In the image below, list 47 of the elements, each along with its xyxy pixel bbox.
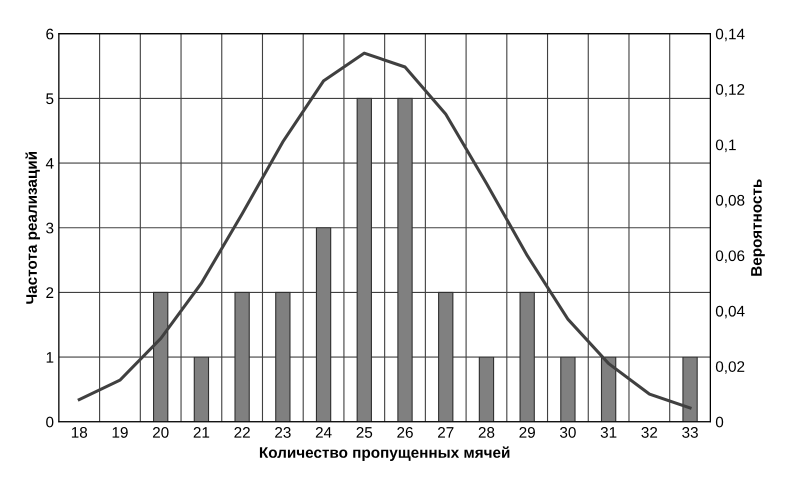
bar xyxy=(560,356,576,422)
y-tick-label: 6 xyxy=(46,28,54,40)
x-tick-label: 25 xyxy=(356,427,372,438)
y2-tick-label: 0,1 xyxy=(716,139,736,152)
y-tick-label: 1 xyxy=(46,352,54,363)
x-tick-label: 29 xyxy=(519,427,535,438)
bar xyxy=(356,98,372,422)
x-tick-label: 27 xyxy=(438,427,454,438)
bar xyxy=(194,356,210,422)
y-tick-label: 2 xyxy=(46,287,54,298)
bar xyxy=(397,98,413,422)
y2-tick-label: 0,02 xyxy=(716,361,744,374)
bar xyxy=(234,292,250,422)
x-axis-title: Количество пропущенных мячей xyxy=(260,446,510,461)
bar xyxy=(153,292,168,422)
x-tick-label: 24 xyxy=(316,427,332,438)
x-tick-label: 20 xyxy=(152,427,169,438)
bar xyxy=(682,356,698,422)
y2-axis-title: Вероятность xyxy=(751,179,765,276)
x-tick-label: 22 xyxy=(234,427,250,438)
x-tick-label: 33 xyxy=(682,427,698,438)
x-tick-label: 26 xyxy=(397,427,413,438)
y2-tick-label: 0,08 xyxy=(716,194,744,208)
x-tick-label: 23 xyxy=(275,427,291,438)
x-tick-label: 32 xyxy=(641,427,658,438)
y2-tick-label: 0,12 xyxy=(716,84,744,97)
x-tick-label: 28 xyxy=(478,427,494,438)
bar xyxy=(275,292,291,422)
x-tick-label: 18 xyxy=(72,427,88,438)
bar xyxy=(600,356,616,422)
bar xyxy=(478,356,494,422)
x-tick-label: 21 xyxy=(194,427,210,438)
y2-tick-label: 0 xyxy=(716,416,724,428)
y2-tick-label: 0,06 xyxy=(716,250,744,263)
y-tick-label: 3 xyxy=(46,222,54,234)
y-tick-label: 0 xyxy=(46,416,54,428)
y2-tick-label: 0,14 xyxy=(716,28,745,42)
x-tick-label: 19 xyxy=(112,427,128,438)
x-tick-label: 30 xyxy=(560,427,576,438)
x-tick-label: 31 xyxy=(600,427,616,438)
y-axis-title: Частота реализаций xyxy=(25,152,40,304)
y2-tick-label: 0,04 xyxy=(716,306,745,318)
y-tick-label: 4 xyxy=(46,158,54,169)
bar xyxy=(519,292,535,422)
bar xyxy=(438,292,454,422)
bar xyxy=(316,227,332,422)
y-tick-label: 5 xyxy=(46,93,54,104)
